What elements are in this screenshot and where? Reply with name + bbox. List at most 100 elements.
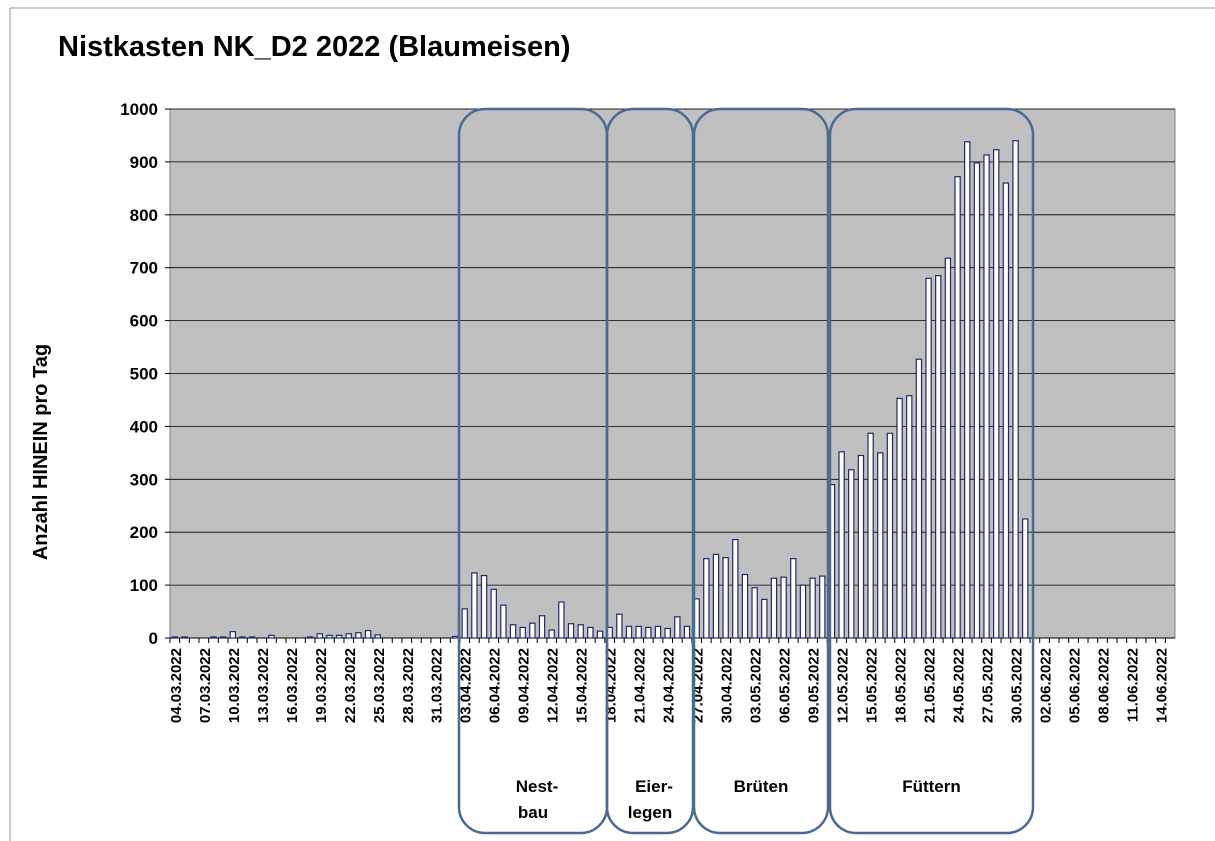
bar [306, 636, 314, 639]
x-tick-label: 06.05.2022 [777, 648, 794, 723]
x-tick-label: 18.04.2022 [603, 648, 620, 723]
x-tick-label: 15.04.2022 [574, 648, 591, 723]
x-tick-label: 03.05.2022 [748, 648, 765, 723]
y-tick-label: 1000 [120, 100, 158, 119]
bar [983, 154, 990, 639]
bar [790, 558, 797, 639]
x-tick-label: 14.06.2022 [1154, 648, 1171, 723]
bar [345, 633, 352, 639]
x-tick-label: 12.05.2022 [835, 648, 852, 723]
bar [664, 627, 671, 639]
bar [567, 623, 575, 639]
x-tick-label: 10.03.2022 [226, 648, 243, 723]
bar [944, 257, 952, 639]
bar [674, 616, 681, 639]
bar [877, 452, 884, 639]
phase-box [692, 107, 830, 835]
bar [326, 634, 333, 639]
bar [471, 572, 478, 639]
y-tick-label: 900 [130, 153, 158, 172]
bar [364, 629, 372, 639]
bar [1012, 140, 1019, 639]
y-tick-label: 200 [130, 523, 158, 542]
bar [248, 636, 256, 639]
y-axis-label: Anzahl HINEIN pro Tag [30, 344, 52, 560]
bar [538, 615, 546, 639]
bar [1002, 182, 1010, 639]
y-tick-label: 600 [130, 312, 158, 331]
bar [577, 624, 584, 639]
bar [596, 630, 604, 639]
bar [558, 601, 565, 639]
y-tick-label: 500 [130, 365, 158, 384]
bar [461, 608, 468, 639]
bar [867, 432, 874, 639]
x-tick-label: 27.05.2022 [980, 648, 997, 723]
y-tick-label: 400 [130, 417, 158, 436]
bar [268, 634, 275, 639]
bar [761, 598, 768, 639]
bar [751, 587, 758, 639]
x-tick-label: 22.03.2022 [342, 648, 359, 723]
x-tick-label: 05.06.2022 [1067, 648, 1084, 723]
bar [906, 395, 913, 639]
y-tick-label: 700 [130, 259, 158, 278]
bar [838, 451, 845, 639]
phase-label: Brüten [734, 777, 789, 796]
x-tick-label: 24.04.2022 [661, 648, 678, 723]
bar [809, 577, 816, 639]
x-tick-label: 25.03.2022 [371, 648, 388, 723]
bar [171, 636, 179, 639]
y-tick-label: 0 [149, 629, 158, 648]
y-tick-label: 100 [130, 576, 158, 595]
x-tick-label: 09.05.2022 [806, 648, 823, 723]
x-tick-label: 30.05.2022 [1009, 648, 1026, 723]
bar [915, 358, 923, 639]
bar [500, 604, 507, 639]
x-tick-label: 16.03.2022 [284, 648, 301, 723]
x-tick-label: 13.03.2022 [255, 648, 272, 723]
x-tick-label: 24.05.2022 [951, 648, 968, 723]
x-tick-label: 07.03.2022 [197, 648, 214, 723]
bar [993, 149, 1000, 639]
bar [712, 553, 720, 639]
bar [741, 573, 749, 639]
bar [654, 625, 662, 639]
bar [645, 626, 652, 639]
bar [316, 633, 323, 639]
bar [1022, 518, 1029, 639]
bar [519, 626, 526, 639]
phase-label: legen [628, 803, 672, 822]
bar [780, 576, 787, 639]
bar [548, 629, 555, 639]
x-tick-label: 15.05.2022 [864, 648, 881, 723]
bar [635, 625, 642, 639]
phase-label: Füttern [902, 777, 961, 796]
bar [819, 575, 826, 639]
bar [973, 162, 981, 639]
x-tick-label: 18.05.2022 [893, 648, 910, 723]
bar [935, 275, 942, 639]
x-tick-label: 30.04.2022 [719, 648, 736, 723]
bar [964, 141, 971, 639]
bar [219, 636, 227, 639]
x-tick-label: 02.06.2022 [1038, 648, 1055, 723]
x-tick-label: 12.04.2022 [545, 648, 562, 723]
y-tick-label: 300 [130, 470, 158, 489]
bar [925, 277, 932, 639]
phase-label: bau [518, 803, 548, 822]
bar [529, 622, 536, 639]
bar [683, 625, 691, 639]
bar [616, 613, 623, 639]
bar [451, 635, 459, 639]
x-tick-label: 21.05.2022 [922, 648, 939, 723]
bar [703, 558, 710, 639]
bar [335, 634, 343, 639]
bar [229, 631, 237, 639]
bar [770, 577, 778, 639]
x-tick-label: 19.03.2022 [313, 648, 330, 723]
x-tick-label: 21.04.2022 [632, 648, 649, 723]
bar [210, 636, 217, 639]
chart-title: Nistkasten NK_D2 2022 (Blaumeisen) [58, 31, 571, 63]
